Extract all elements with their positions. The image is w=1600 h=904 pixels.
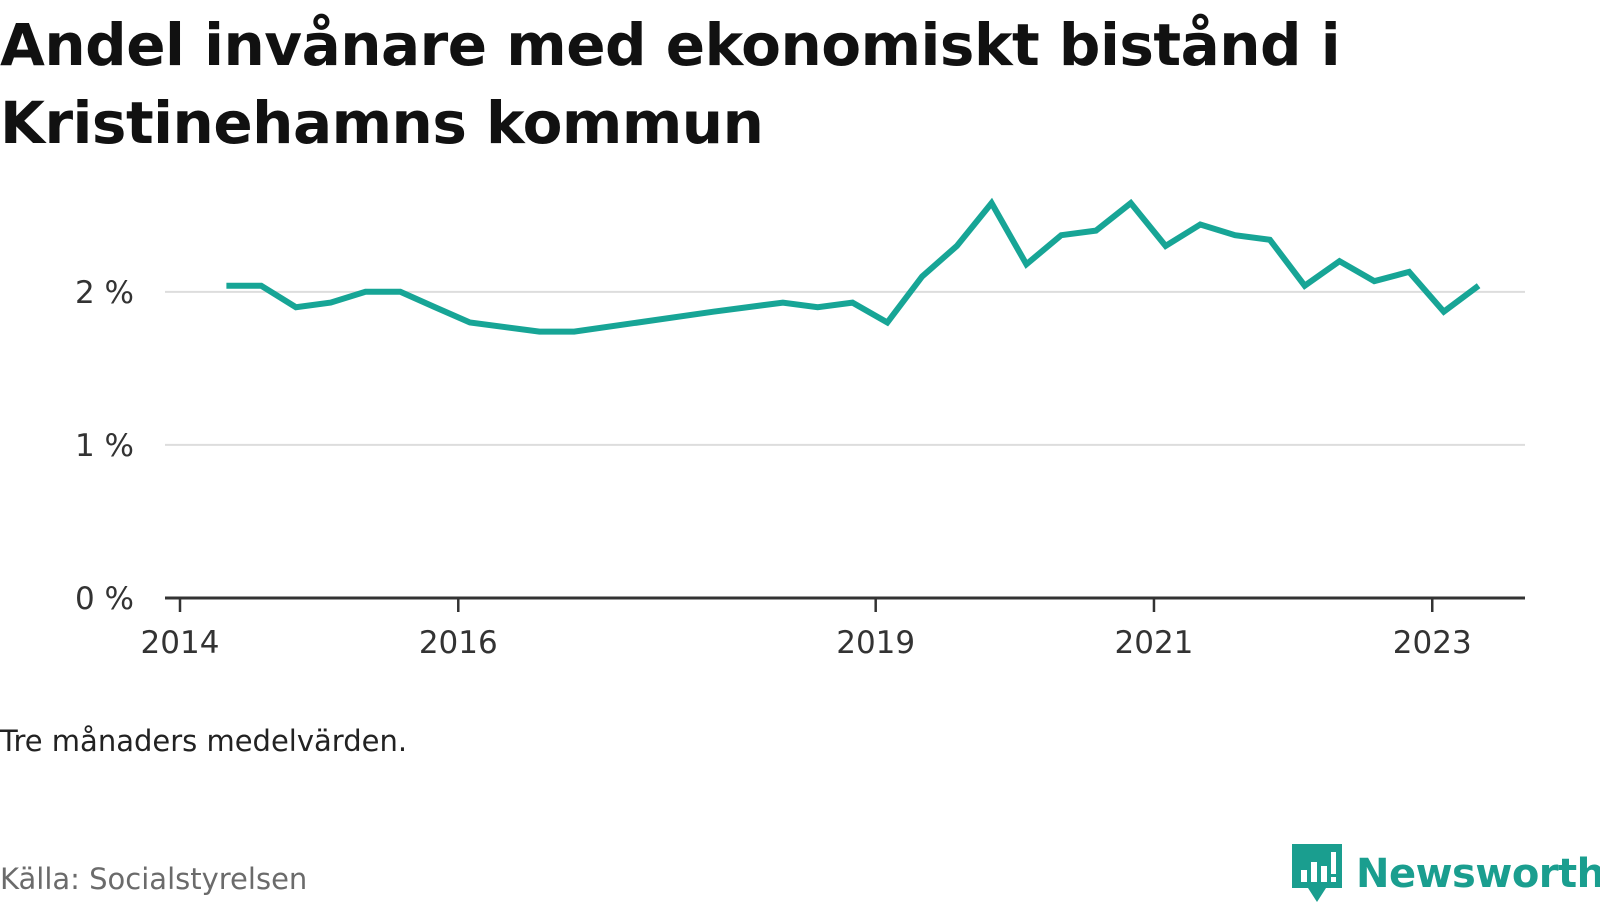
- line-chart: 0 % 1 % 2 % 2014 2016 2019 2021 2023: [75, 197, 1525, 661]
- series-group: [226, 197, 1481, 335]
- x-axis-ticks: 2014 2016 2019 2021 2023: [141, 598, 1472, 661]
- brand-logo[interactable]: Newsworthy: [1292, 844, 1600, 904]
- x-tick-label: 2016: [419, 625, 498, 661]
- y-tick-label: 2 %: [75, 275, 134, 311]
- series-line: [226, 197, 1481, 335]
- chart-title: Andel invånare med ekonomiskt bistånd i …: [0, 11, 1341, 157]
- brand-name: Newsworthy: [1356, 851, 1600, 897]
- y-tick-label: 0 %: [75, 581, 134, 617]
- x-tick-label: 2014: [141, 625, 220, 661]
- grid-lines: [165, 290, 1525, 446]
- x-tick-label: 2023: [1393, 625, 1472, 661]
- y-axis-ticks: 0 % 1 % 2 %: [75, 275, 134, 617]
- source-text: Källa: Socialstyrelsen: [0, 862, 308, 896]
- x-tick-label: 2021: [1115, 625, 1194, 661]
- x-tick-label: 2019: [836, 625, 915, 661]
- newsworthy-logo-icon: [1292, 844, 1342, 902]
- chart-note: Tre månaders medelvärden.: [0, 724, 408, 758]
- y-tick-label: 1 %: [75, 428, 134, 464]
